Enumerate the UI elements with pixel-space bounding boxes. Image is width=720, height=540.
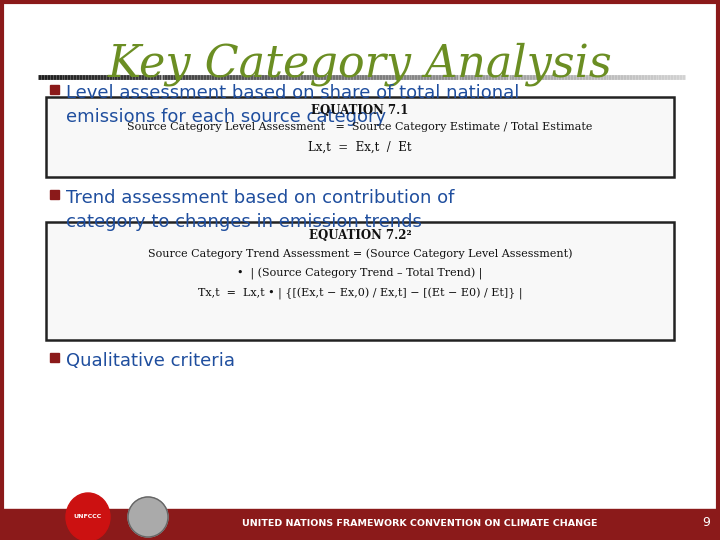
- Bar: [50, 85, 59, 94]
- Text: UNFCCC: UNFCCC: [74, 515, 102, 519]
- Text: Level assessment based on share of total national
emissions for each source cate: Level assessment based on share of total…: [66, 84, 519, 126]
- FancyBboxPatch shape: [46, 222, 674, 340]
- Text: Key Category Analysis: Key Category Analysis: [107, 42, 613, 86]
- Text: 9: 9: [702, 516, 710, 530]
- Text: •  | (Source Category Trend – Total Trend) |: • | (Source Category Trend – Total Trend…: [238, 268, 482, 280]
- Text: Qualitative criteria: Qualitative criteria: [66, 352, 235, 370]
- Ellipse shape: [66, 493, 110, 540]
- Text: Source Category Trend Assessment = (Source Category Level Assessment): Source Category Trend Assessment = (Sour…: [148, 248, 572, 259]
- Text: EQUATION 7.2²: EQUATION 7.2²: [309, 229, 411, 242]
- Text: Tx,t  =  Lx,t • | {[(Ex,t − Ex,0) / Ex,t] − [(Et − E0) / Et]} |: Tx,t = Lx,t • | {[(Ex,t − Ex,0) / Ex,t] …: [198, 288, 522, 300]
- Bar: [50, 353, 59, 362]
- Text: Source Category Level Assessment   =  Source Category Estimate / Total Estimate: Source Category Level Assessment = Sourc…: [127, 122, 593, 132]
- Text: EQUATION 7.1: EQUATION 7.1: [311, 104, 409, 117]
- Text: Trend assessment based on contribution of
category to changes in emission trends: Trend assessment based on contribution o…: [66, 189, 454, 231]
- FancyBboxPatch shape: [46, 97, 674, 177]
- Circle shape: [128, 497, 168, 537]
- Bar: [3, 509, 717, 537]
- Text: UNITED NATIONS FRAMEWORK CONVENTION ON CLIMATE CHANGE: UNITED NATIONS FRAMEWORK CONVENTION ON C…: [242, 518, 598, 528]
- Text: Lx,t  =  Ex,t  /  Et: Lx,t = Ex,t / Et: [308, 141, 412, 154]
- Bar: [50, 190, 59, 199]
